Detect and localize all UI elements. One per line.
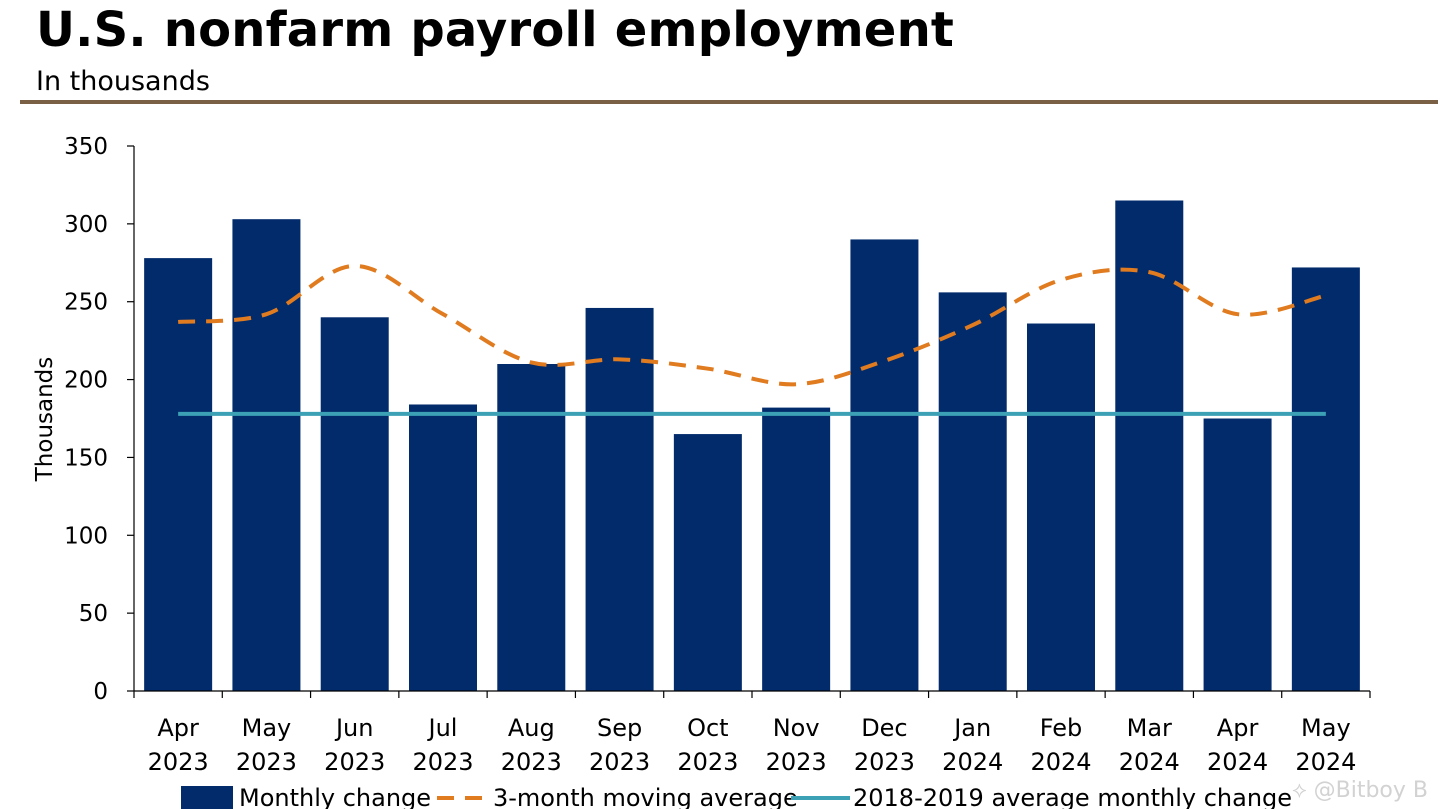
bar-sep-2023 xyxy=(585,307,654,691)
x-tick-label-month: Jan xyxy=(952,714,991,742)
bar-jun-2023 xyxy=(320,317,389,691)
x-tick-label-month: May xyxy=(1301,714,1351,742)
bar-aug-2023 xyxy=(497,364,566,691)
bar-oct-2023 xyxy=(673,434,742,691)
bar-jan-2024 xyxy=(938,292,1007,691)
bar-may-2023 xyxy=(232,219,301,691)
x-tick-label-year: 2023 xyxy=(854,748,915,776)
moving-average-line xyxy=(177,263,1327,387)
x-tick-label-year: 2023 xyxy=(501,748,562,776)
x-tick-label-month: Feb xyxy=(1040,714,1083,742)
bar-dec-2023 xyxy=(850,239,919,691)
page-subtitle: In thousands xyxy=(36,66,210,97)
x-tick-label-year: 2023 xyxy=(412,748,473,776)
legend-label-monthly-change: Monthly change xyxy=(239,784,431,809)
y-tick-label: 50 xyxy=(79,601,108,627)
moving-average-series xyxy=(177,263,1327,387)
bar-mar-2024 xyxy=(1115,200,1184,691)
y-axis-title: Thousands xyxy=(32,357,58,483)
bar-series xyxy=(144,200,1360,691)
bar-may-2024 xyxy=(1291,267,1360,691)
x-tick-label-month: Jun xyxy=(334,714,374,742)
y-tick-label: 200 xyxy=(64,368,108,394)
x-tick-label-month: Mar xyxy=(1127,714,1172,742)
bar-jul-2023 xyxy=(409,404,477,691)
x-tick-label-year: 2023 xyxy=(677,748,738,776)
x-tick-label-year: 2023 xyxy=(236,748,297,776)
x-tick-label-month: Dec xyxy=(861,714,907,742)
x-tick-label-year: 2024 xyxy=(942,748,1003,776)
legend-label-moving-average: 3-month moving average xyxy=(493,784,798,809)
x-tick-label-month: Oct xyxy=(687,714,729,742)
legend-bar-swatch xyxy=(181,786,233,809)
legend-label-benchmark: 2018-2019 average monthly change xyxy=(853,784,1292,809)
x-tick-label-year: 2024 xyxy=(1030,748,1091,776)
y-tick-label: 300 xyxy=(64,212,108,238)
x-tick-label-year: 2023 xyxy=(324,748,385,776)
x-tick-label-month: Apr xyxy=(1217,714,1259,742)
y-tick-label: 150 xyxy=(64,445,108,471)
y-tick-label: 0 xyxy=(93,679,108,705)
x-tick-label-month: Apr xyxy=(157,714,199,742)
y-tick-label: 100 xyxy=(64,523,108,549)
bar-apr-2024 xyxy=(1203,418,1272,691)
y-axis: 0 50 100 150 200 250 300 350 xyxy=(64,134,135,705)
title-divider xyxy=(20,100,1438,104)
bar-apr-2023 xyxy=(144,258,213,691)
x-tick-label-month: Aug xyxy=(508,714,555,742)
x-tick-label-year: 2023 xyxy=(589,748,650,776)
y-tick-label: 250 xyxy=(64,290,108,316)
x-tick-label-year: 2023 xyxy=(766,748,827,776)
page-title: U.S. nonfarm payroll employment xyxy=(36,2,955,58)
x-axis: Apr 2023 May 2023 Jun 2023 Jul 2023 Aug 2023 Sep 20… xyxy=(133,690,1371,776)
x-tick-label-year: 2024 xyxy=(1295,748,1356,776)
bar-nov-2023 xyxy=(762,407,831,691)
x-tick-label-month: Jul xyxy=(427,714,458,742)
x-tick-label-year: 2024 xyxy=(1207,748,1268,776)
x-tick-label-month: Sep xyxy=(597,714,642,742)
legend: Monthly change 3-month moving average 2018… xyxy=(181,784,1292,809)
x-tick-label-month: Nov xyxy=(773,714,820,742)
x-tick-label-year: 2024 xyxy=(1119,748,1180,776)
x-tick-label-year: 2023 xyxy=(148,748,209,776)
watermark: ⟡ @Bitboy B xyxy=(1292,778,1428,803)
x-tick-label-month: May xyxy=(242,714,292,742)
bar-feb-2024 xyxy=(1027,323,1095,691)
y-tick-label: 350 xyxy=(64,134,108,160)
